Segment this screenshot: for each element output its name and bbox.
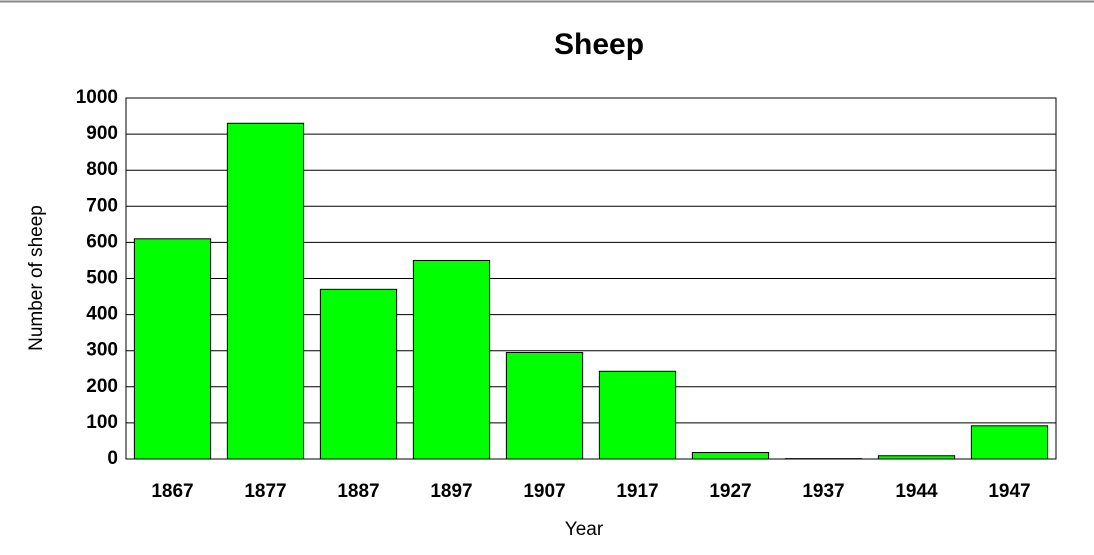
y-tick-label: 100 xyxy=(86,412,118,433)
bar xyxy=(413,260,489,459)
bar xyxy=(320,289,396,459)
y-tick-label: 300 xyxy=(86,340,118,361)
x-tick-label: 1867 xyxy=(151,481,193,502)
x-axis-label: Year xyxy=(565,519,604,540)
x-tick-label: 1937 xyxy=(802,481,844,502)
x-tick-label: 1917 xyxy=(616,481,658,502)
bar xyxy=(878,456,954,459)
x-tick-label: 1887 xyxy=(337,481,379,502)
x-tick-label: 1877 xyxy=(244,481,286,502)
y-tick-label: 1000 xyxy=(76,87,118,108)
y-tick-label: 900 xyxy=(86,123,118,144)
bar xyxy=(134,239,210,459)
bar xyxy=(599,371,675,459)
bar xyxy=(692,453,768,459)
bar xyxy=(227,123,303,459)
y-tick-label: 200 xyxy=(86,376,118,397)
y-axis-label: Number of sheep xyxy=(26,205,47,351)
x-tick-label: 1897 xyxy=(430,481,472,502)
x-tick-label: 1907 xyxy=(523,481,565,502)
y-tick-label: 0 xyxy=(107,448,118,469)
x-tick-label: 1947 xyxy=(988,481,1030,502)
y-tick-label: 700 xyxy=(86,195,118,216)
y-tick-label: 800 xyxy=(86,159,118,180)
chart-title: Sheep xyxy=(554,28,644,61)
x-tick-label: 1944 xyxy=(895,481,938,502)
bar xyxy=(971,426,1047,459)
y-tick-label: 500 xyxy=(86,268,118,289)
x-tick-label: 1927 xyxy=(709,481,751,502)
y-tick-label: 400 xyxy=(86,304,118,325)
y-tick-label: 600 xyxy=(86,231,118,252)
bar xyxy=(506,353,582,459)
